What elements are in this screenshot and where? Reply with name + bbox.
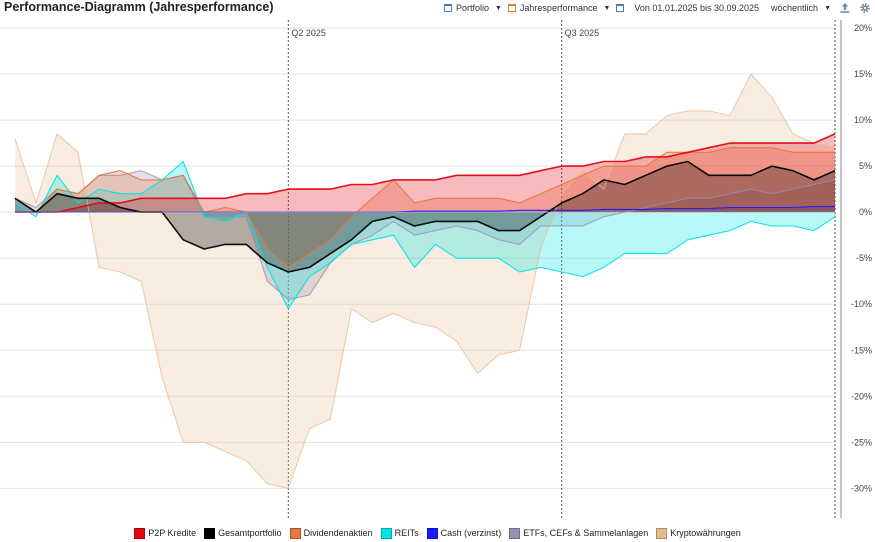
legend-label: P2P Kredite — [148, 528, 197, 538]
date-range-label: Von 01.01.2025 bis 30.09.2025 — [634, 3, 760, 13]
series-line-etf — [14, 170, 836, 301]
caret-down-icon: ▼ — [603, 4, 611, 12]
area-p2p — [15, 133, 835, 213]
toolbar: Portfolio ▼ Jahresperformance ▼ Von 01.0… — [438, 2, 871, 14]
legend-swatch — [656, 527, 668, 539]
legend-item-reits[interactable]: REITs — [380, 527, 419, 539]
calendar-icon — [443, 4, 452, 12]
y-tick-label: -10% — [851, 299, 872, 309]
legend-swatch — [289, 527, 301, 539]
legend-label: REITs — [394, 528, 419, 538]
y-tick-label: -5% — [856, 253, 872, 263]
series-line-dividende — [15, 147, 835, 268]
y-tick-label: 15% — [854, 69, 872, 79]
legend-item-krypto[interactable]: Kryptowährungen — [656, 527, 741, 539]
y-tick-label: -25% — [851, 437, 872, 447]
area-gesamt — [15, 161, 835, 272]
legend-swatch — [134, 527, 146, 539]
calendar-icon — [507, 4, 516, 12]
caret-down-icon: ▼ — [494, 4, 502, 12]
y-tick-label: 5% — [859, 161, 872, 171]
legend-label: ETFs, CEFs & Sammelanlagen — [523, 528, 649, 538]
interval-select[interactable]: wöchentlich ▼ — [765, 3, 831, 13]
area-reits — [15, 161, 835, 309]
y-tick-label: 0% — [859, 207, 872, 217]
interval-select-label: wöchentlich — [771, 3, 819, 13]
export-button[interactable] — [839, 2, 851, 14]
legend-item-gesamt[interactable]: Gesamtportfolio — [204, 527, 282, 539]
area-etf — [15, 170, 835, 300]
y-tick-label: 10% — [854, 115, 872, 125]
legend-label: Cash (verzinst) — [440, 528, 502, 538]
series-line-krypto — [14, 73, 836, 489]
date-range-picker[interactable]: Von 01.01.2025 bis 30.09.2025 — [616, 3, 759, 13]
legend-swatch — [509, 527, 521, 539]
legend-swatch — [380, 527, 392, 539]
legend-label: Kryptowährungen — [670, 528, 741, 538]
legend-item-p2p[interactable]: P2P Kredite — [134, 527, 197, 539]
area-krypto — [15, 74, 835, 489]
y-tick-label: -15% — [851, 345, 872, 355]
gear-icon — [860, 3, 870, 13]
legend-label: Gesamtportfolio — [218, 528, 282, 538]
legend-item-dividende[interactable]: Dividendenaktien — [289, 527, 373, 539]
chart-legend: P2P Kredite Gesamtportfolio Dividendenakti… — [0, 526, 875, 540]
y-tick-label: -30% — [851, 483, 872, 493]
calendar-icon — [616, 4, 625, 12]
export-icon — [840, 3, 850, 13]
header: Performance-Diagramm (Jahresperformance)… — [0, 0, 875, 18]
page-title: Performance-Diagramm (Jahresperformance) — [4, 0, 274, 14]
caret-down-icon: ▼ — [824, 4, 831, 12]
legend-swatch — [204, 527, 216, 539]
portfolio-select[interactable]: Portfolio ▼ — [443, 3, 502, 13]
period-marker-label: Q2 2025 — [291, 28, 326, 38]
portfolio-select-label: Portfolio — [455, 3, 489, 13]
period-marker-label: Q3 2025 — [565, 28, 600, 38]
mode-select-label: Jahresperformance — [519, 3, 598, 13]
settings-button[interactable] — [859, 2, 871, 14]
series-line-p2p — [15, 133, 836, 213]
area-dividende — [15, 147, 835, 268]
legend-swatch — [426, 527, 438, 539]
legend-item-etf[interactable]: ETFs, CEFs & Sammelanlagen — [509, 527, 649, 539]
performance-chart: 20% 15% 10% 5% 0% -5% -10% -15% -20% -25% -30% Q2 2… — [0, 20, 872, 518]
series-line-reits — [14, 160, 836, 310]
y-tick-label: 20% — [854, 23, 872, 33]
mode-select[interactable]: Jahresperformance ▼ — [507, 3, 611, 13]
y-tick-label: -20% — [851, 391, 872, 401]
legend-item-cash[interactable]: Cash (verzinst) — [426, 527, 502, 539]
legend-label: Dividendenaktien — [303, 528, 373, 538]
